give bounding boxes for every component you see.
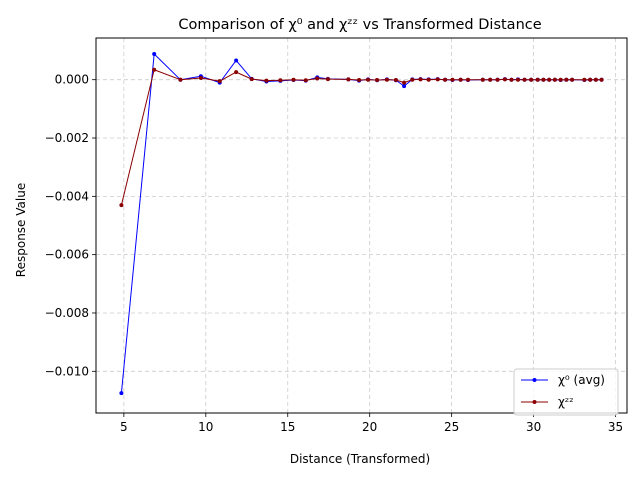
legend-label-chi0: χ⁰ (avg)	[558, 373, 605, 387]
data-point-chizz	[198, 75, 203, 80]
data-point-chizz	[402, 80, 407, 85]
data-point-chi0	[152, 52, 157, 57]
data-point-chizz	[303, 78, 308, 83]
data-point-chizz	[509, 77, 514, 82]
data-point-chizz	[599, 77, 604, 82]
data-point-chizz	[450, 77, 455, 82]
data-point-chizz	[291, 77, 296, 82]
x-tick-label: 10	[198, 420, 213, 434]
data-point-chizz	[443, 77, 448, 82]
data-point-chizz	[458, 77, 463, 82]
data-point-chizz	[384, 77, 389, 82]
data-point-chizz	[234, 70, 239, 75]
data-point-chizz	[426, 77, 431, 82]
x-tick-label: 20	[362, 420, 377, 434]
y-tick-label: −0.006	[45, 248, 89, 262]
data-point-chizz	[264, 78, 269, 83]
plot-frame	[95, 37, 628, 414]
data-point-chizz	[547, 77, 552, 82]
data-point-chizz	[593, 77, 598, 82]
data-point-chizz	[435, 77, 440, 82]
data-point-chizz	[366, 77, 371, 82]
data-point-chizz	[217, 79, 222, 84]
data-point-chizz	[278, 78, 283, 83]
data-point-chizz	[249, 77, 254, 82]
y-tick-label: −0.004	[45, 189, 89, 203]
data-point-chizz	[393, 77, 398, 82]
data-point-chizz	[529, 77, 534, 82]
data-point-chizz	[466, 77, 471, 82]
data-point-chizz	[564, 77, 569, 82]
data-point-chizz	[535, 77, 540, 82]
data-point-chizz	[488, 77, 493, 82]
data-point-chizz	[315, 76, 320, 81]
series-chizz	[119, 67, 604, 208]
data-point-chizz	[516, 77, 521, 82]
data-point-chizz	[502, 77, 507, 82]
data-point-chi0	[234, 58, 239, 63]
y-tick-label: −0.010	[45, 364, 89, 378]
legend-label-chizz: χᶻᶻ	[558, 395, 574, 409]
x-tick-label: 30	[526, 420, 541, 434]
data-point-chizz	[325, 77, 330, 82]
data-point-chizz	[357, 77, 362, 82]
data-point-chi0	[119, 391, 124, 396]
data-point-chizz	[480, 77, 485, 82]
data-point-chizz	[582, 77, 587, 82]
data-point-chizz	[410, 77, 415, 82]
x-tick-label: 15	[280, 420, 295, 434]
y-tick-label: −0.002	[45, 131, 89, 145]
x-axis: 5 10 15 20 25 30 35	[120, 413, 623, 434]
data-point-chizz	[558, 77, 563, 82]
legend-marker-chizz	[532, 400, 537, 404]
y-axis: −0.010 −0.008 −0.006 −0.004 −0.002 0.000	[45, 73, 96, 378]
data-point-chizz	[552, 77, 557, 82]
data-point-chizz	[588, 77, 593, 82]
data-point-chizz	[570, 77, 575, 82]
data-point-chizz	[346, 77, 351, 82]
data-point-chizz	[178, 77, 183, 82]
y-axis-title: Response Value	[14, 183, 28, 277]
chart-title: Comparison of χ⁰ and χᶻᶻ vs Transformed …	[178, 17, 541, 33]
data-point-chizz	[495, 77, 500, 82]
x-tick-label: 35	[608, 420, 623, 434]
data-point-chi0	[402, 84, 407, 89]
x-tick-label: 25	[444, 420, 459, 434]
y-tick-label: −0.008	[45, 306, 89, 320]
data-point-chizz	[418, 77, 423, 82]
plot-series	[119, 52, 604, 396]
x-tick-label: 5	[120, 420, 128, 434]
legend: χ⁰ (avg) χᶻᶻ	[513, 368, 619, 416]
data-point-chizz	[541, 77, 546, 82]
data-point-chizz	[375, 77, 380, 82]
legend-marker-chi0	[532, 378, 537, 382]
x-axis-title: Distance (Transformed)	[290, 452, 430, 466]
data-point-chizz	[119, 203, 124, 208]
y-tick-label: 0.000	[55, 73, 89, 87]
data-point-chizz	[522, 77, 527, 82]
data-point-chizz	[152, 67, 157, 72]
